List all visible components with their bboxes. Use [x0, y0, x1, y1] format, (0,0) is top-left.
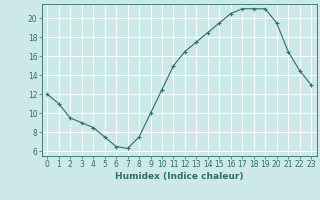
X-axis label: Humidex (Indice chaleur): Humidex (Indice chaleur)	[115, 172, 244, 181]
